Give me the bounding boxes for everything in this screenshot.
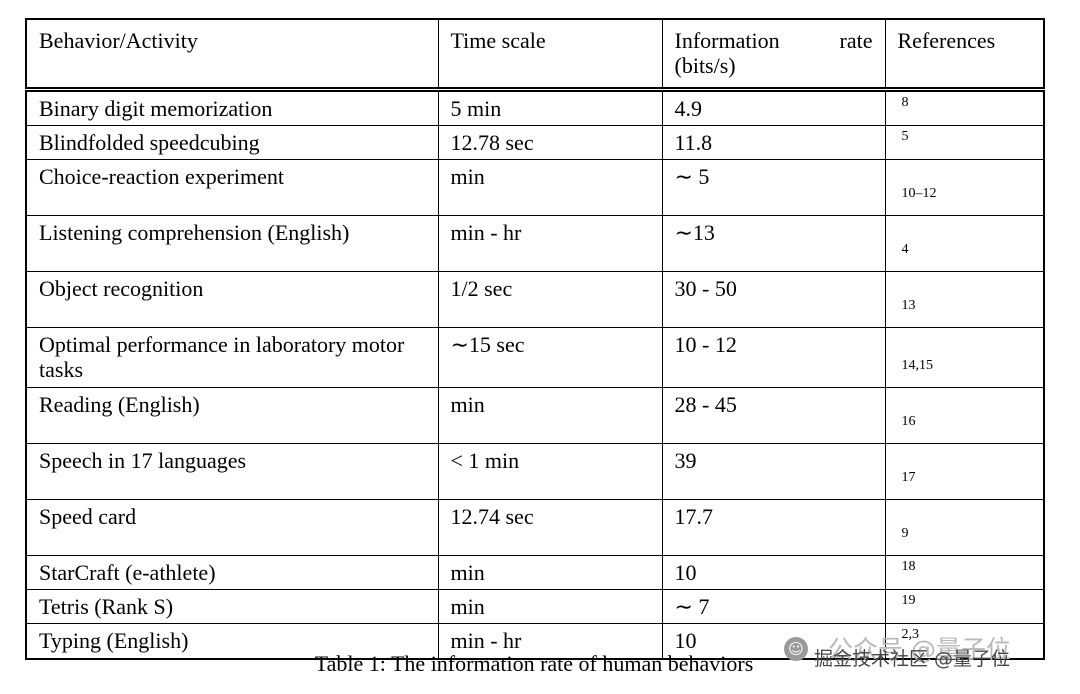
cell-time: ∼15 sec <box>437 327 663 388</box>
table-row: Object recognition 1/2 sec 30 - 50 13 <box>25 271 1045 329</box>
table-caption: Table 1: The information rate of human b… <box>314 651 754 676</box>
cell-rate: 11.8 <box>661 124 886 161</box>
header-information-rate: Information rate (bits/s) <box>661 18 886 92</box>
information-rate-table: Behavior/Activity Time scale Information… <box>25 18 1045 660</box>
cell-time: min <box>437 386 663 444</box>
cell-references: 2,3 <box>884 623 1045 660</box>
cell-time: min <box>437 159 663 217</box>
table-row: Speech in 17 languages < 1 min 39 17 <box>25 442 1045 500</box>
table-row: Typing (English) min - hr 10 2,3 <box>25 623 1045 660</box>
cell-behavior: Typing (English) <box>25 623 439 660</box>
table-row: Speed card 12.74 sec 17.7 9 <box>25 498 1045 556</box>
cell-time: 1/2 sec <box>437 271 663 329</box>
table-row: Tetris (Rank S) min ∼ 7 19 <box>25 588 1045 625</box>
cell-behavior: Object recognition <box>25 271 439 329</box>
cell-rate: 10 <box>661 623 886 660</box>
cell-behavior: Binary digit memorization <box>25 88 439 126</box>
cell-time: 12.74 sec <box>437 498 663 556</box>
table-row: Listening comprehension (English) min - … <box>25 215 1045 273</box>
cell-time: min - hr <box>437 215 663 273</box>
cell-rate: 39 <box>661 442 886 500</box>
header-information-rate-line1: Information rate <box>674 28 873 53</box>
cell-time: min <box>437 554 663 590</box>
table-row: StarCraft (e-athlete) min 10 18 <box>25 554 1045 590</box>
cell-references: 18 <box>884 554 1045 590</box>
cell-rate: 30 - 50 <box>661 271 886 329</box>
cell-time: min - hr <box>437 623 663 660</box>
cell-references: 13 <box>884 271 1045 329</box>
table-row: Reading (English) min 28 - 45 16 <box>25 386 1045 444</box>
cell-behavior: Reading (English) <box>25 386 439 444</box>
cell-time: 12.78 sec <box>437 124 663 161</box>
cell-references: 16 <box>884 386 1045 444</box>
header-behavior: Behavior/Activity <box>25 18 439 92</box>
header-time-scale: Time scale <box>437 18 663 92</box>
cell-behavior: Blindfolded speedcubing <box>25 124 439 161</box>
cell-references: 4 <box>884 215 1045 273</box>
cell-references: 8 <box>884 88 1045 126</box>
cell-references: 14,15 <box>884 327 1045 388</box>
table-row: Blindfolded speedcubing 12.78 sec 11.8 5 <box>25 124 1045 161</box>
cell-references: 17 <box>884 442 1045 500</box>
cell-time: < 1 min <box>437 442 663 500</box>
table-row: Binary digit memorization 5 min 4.9 8 <box>25 88 1045 126</box>
cell-behavior: Listening comprehension (English) <box>25 215 439 273</box>
table-row: Optimal performance in laboratory motor … <box>25 327 1045 388</box>
cell-rate: 4.9 <box>661 88 886 126</box>
cell-time: 5 min <box>437 88 663 126</box>
cell-references: 5 <box>884 124 1045 161</box>
cell-rate: ∼ 5 <box>661 159 886 217</box>
cell-behavior: Speed card <box>25 498 439 556</box>
table-row: Choice-reaction experiment min ∼ 5 10–12 <box>25 159 1045 217</box>
header-row: Behavior/Activity Time scale Information… <box>25 18 1045 92</box>
cell-behavior: Tetris (Rank S) <box>25 588 439 625</box>
cell-rate: ∼13 <box>661 215 886 273</box>
information-rate-table-wrap: Behavior/Activity Time scale Information… <box>25 18 1045 660</box>
cell-behavior: Choice-reaction experiment <box>25 159 439 217</box>
cell-rate: 28 - 45 <box>661 386 886 444</box>
cell-references: 10–12 <box>884 159 1045 217</box>
cell-behavior: Optimal performance in laboratory motor … <box>25 327 439 388</box>
cell-rate: 10 - 12 <box>661 327 886 388</box>
cell-behavior: Speech in 17 languages <box>25 442 439 500</box>
cell-references: 19 <box>884 588 1045 625</box>
cell-rate: 10 <box>661 554 886 590</box>
cell-rate: 17.7 <box>661 498 886 556</box>
cell-rate: ∼ 7 <box>661 588 886 625</box>
cell-behavior: StarCraft (e-athlete) <box>25 554 439 590</box>
header-information-rate-line2: (bits/s) <box>674 53 736 79</box>
cell-references: 9 <box>884 498 1045 556</box>
cell-time: min <box>437 588 663 625</box>
header-references: References <box>884 18 1045 92</box>
